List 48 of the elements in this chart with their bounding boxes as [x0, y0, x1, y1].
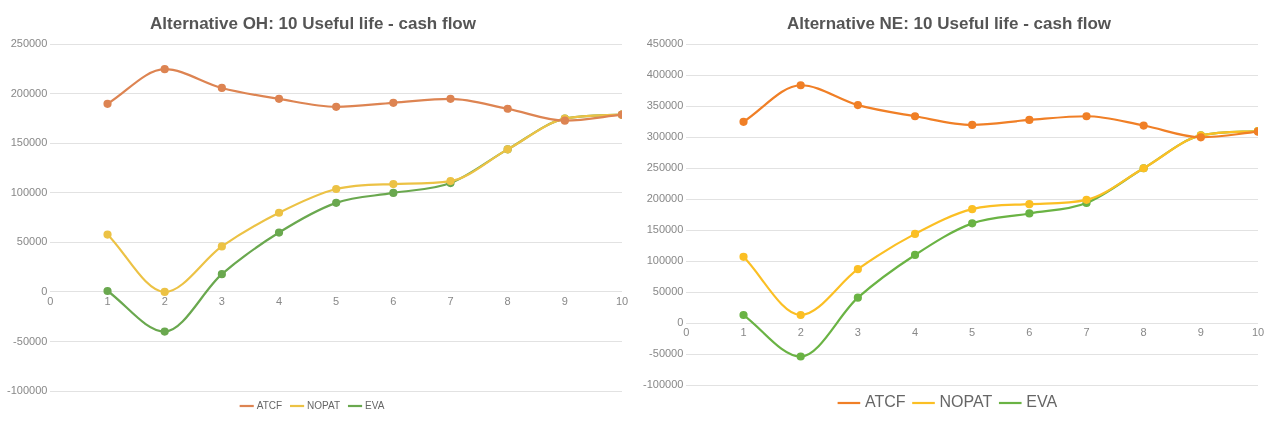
- y-tick-label: 0: [41, 285, 48, 297]
- y-tick-label: 0: [677, 316, 684, 329]
- y-tick-label: 350000: [646, 99, 684, 112]
- x-tick-label: 10: [615, 294, 629, 307]
- x-tick-label: 2: [161, 294, 168, 307]
- y-tick-label: -50000: [649, 347, 684, 360]
- legend-label: NOPAT: [939, 393, 993, 411]
- x-tick-label: 6: [390, 294, 397, 307]
- x-tick-label: 7: [447, 294, 454, 307]
- x-tick-label: 8: [1140, 325, 1147, 338]
- x-tick-label: 4: [911, 325, 919, 338]
- x-tick-label: 3: [218, 294, 225, 307]
- x-tick-label: 3: [854, 325, 861, 338]
- x-tick-label: 9: [561, 294, 568, 307]
- y-tick-label: 300000: [646, 130, 684, 143]
- x-tick-label: 6: [1026, 325, 1033, 338]
- y-tick-label: 150000: [10, 136, 48, 149]
- chart-title: Alternative NE: 10 Useful life - cash flow: [786, 13, 1112, 33]
- legend-label: ATCF: [864, 393, 906, 411]
- legend-label: ATCF: [256, 399, 283, 411]
- x-tick-label: 5: [333, 294, 340, 307]
- y-tick-label: 250000: [10, 37, 48, 50]
- legend-label: EVA: [1026, 393, 1058, 411]
- y-tick-label: 50000: [652, 285, 684, 298]
- x-tick-label: 9: [1197, 325, 1204, 338]
- x-tick-label: 8: [504, 294, 511, 307]
- chart-title: Alternative OH: 10 Useful life - cash flow: [150, 13, 477, 33]
- y-tick-label: 250000: [646, 161, 684, 174]
- y-tick-label: 100000: [646, 254, 684, 267]
- y-tick-label: -100000: [6, 384, 48, 397]
- y-tick-label: 200000: [646, 192, 684, 205]
- x-tick-label: 5: [969, 325, 976, 338]
- y-tick-label: 400000: [646, 68, 684, 81]
- y-tick-label: 150000: [646, 223, 684, 236]
- x-tick-label: 1: [740, 325, 747, 338]
- x-tick-label: 1: [104, 294, 111, 307]
- y-tick-label: 50000: [16, 235, 48, 248]
- y-tick-label: 200000: [10, 86, 48, 99]
- legend-label: EVA: [365, 399, 385, 411]
- y-tick-label: 450000: [646, 37, 684, 50]
- x-tick-label: 4: [275, 294, 283, 307]
- x-tick-label: 10: [1251, 325, 1265, 338]
- x-tick-label: 7: [1083, 325, 1090, 338]
- x-tick-label: 2: [797, 325, 804, 338]
- y-tick-label: 100000: [10, 185, 48, 198]
- y-tick-label: -100000: [642, 378, 684, 391]
- y-tick-label: -50000: [13, 334, 48, 347]
- legend-label: NOPAT: [307, 399, 341, 411]
